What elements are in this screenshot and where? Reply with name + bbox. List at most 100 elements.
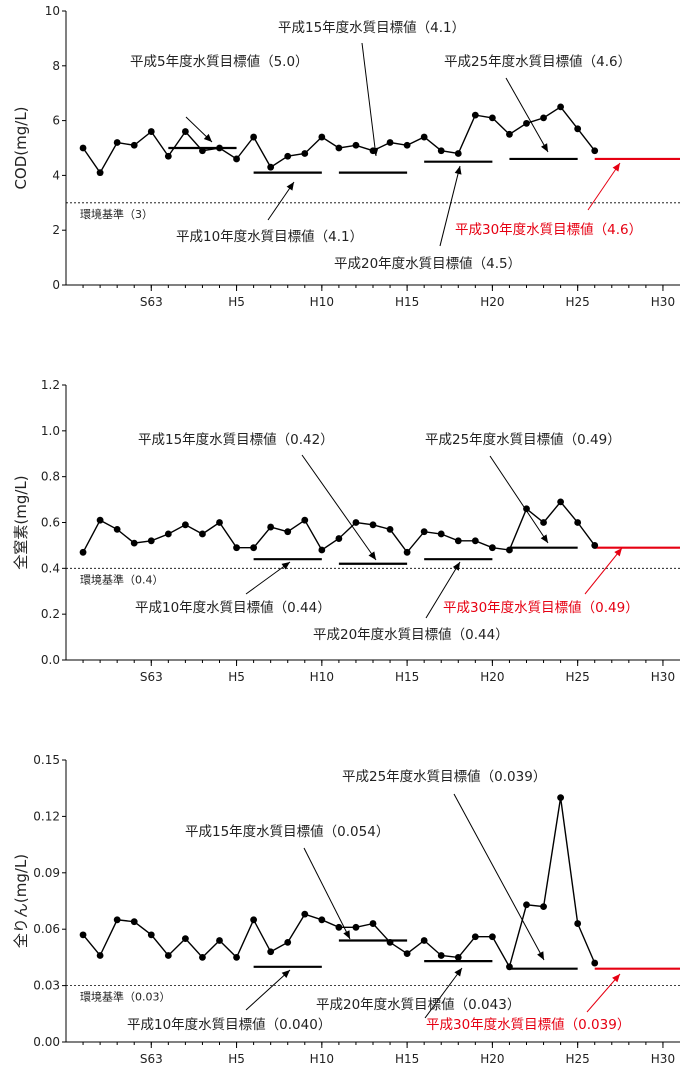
data-point <box>488 544 496 552</box>
data-point <box>437 147 445 155</box>
x-tick-label: H5 <box>228 1052 245 1066</box>
data-point <box>318 916 326 924</box>
data-point <box>454 954 462 961</box>
data-point <box>420 528 428 536</box>
x-tick-label: H10 <box>310 295 334 309</box>
data-point <box>130 539 138 547</box>
data-point <box>352 141 360 149</box>
data-point <box>506 130 513 138</box>
data-point <box>591 147 599 155</box>
data-point <box>130 918 138 926</box>
data-point <box>147 931 155 939</box>
y-tick-label: 0.15 <box>33 753 60 767</box>
arrowhead-icon <box>454 968 462 977</box>
data-point <box>574 519 582 526</box>
y-tick-label: 0.03 <box>33 979 60 993</box>
target-annotation: 平成10年度水質目標値（0.040） <box>127 1017 331 1033</box>
data-point <box>488 114 496 122</box>
arrowhead-icon <box>537 951 544 960</box>
target-annotation: 平成5年度水質目標値（5.0） <box>130 54 309 70</box>
data-point <box>352 519 360 526</box>
data-point <box>113 916 121 924</box>
y-axis-label: 全りん(mg/L) <box>12 854 30 948</box>
x-tick-label: H30 <box>651 670 675 684</box>
data-point <box>471 537 479 545</box>
target-annotation: 平成20年度水質目標値（4.5） <box>334 256 521 272</box>
data-point <box>471 111 479 119</box>
x-tick-label: H30 <box>651 1052 675 1066</box>
x-tick-label: S63 <box>140 1052 163 1066</box>
data-point <box>250 544 258 552</box>
data-point <box>335 535 343 542</box>
arrowhead-icon <box>454 166 462 175</box>
y-tick-label: 0 <box>52 278 60 292</box>
env-standard-label: 環境基準（0.4） <box>80 572 164 586</box>
y-tick-label: 6 <box>52 114 60 128</box>
target-annotation: 平成30年度水質目標値（0.039） <box>426 1017 630 1033</box>
annotation-leader <box>245 969 291 1011</box>
y-tick-label: 2 <box>52 223 60 237</box>
data-point <box>301 150 309 157</box>
arrowhead-icon <box>371 147 379 156</box>
data-point <box>437 530 445 538</box>
data-point <box>403 548 411 556</box>
data-point <box>488 933 496 941</box>
target-annotation: 平成30年度水質目標値（4.6） <box>455 222 642 238</box>
data-point <box>335 923 343 931</box>
x-tick-label: S63 <box>140 295 163 309</box>
annotation-leader <box>424 967 463 1019</box>
data-point <box>181 521 189 529</box>
data-point <box>335 144 343 152</box>
data-point <box>147 128 155 135</box>
data-point <box>267 163 275 171</box>
annotation-leader <box>489 455 549 544</box>
data-point <box>540 519 547 526</box>
data-point <box>301 516 309 524</box>
data-point <box>79 548 87 556</box>
data-point <box>250 916 258 924</box>
data-point <box>96 952 104 959</box>
data-point <box>164 530 172 538</box>
x-tick-label: H30 <box>651 295 675 309</box>
arrowhead-icon <box>286 182 294 191</box>
data-point <box>437 952 445 959</box>
x-tick-label: H15 <box>395 1052 419 1066</box>
x-tick-label: H25 <box>566 1052 590 1066</box>
arrowhead-icon <box>541 143 548 152</box>
data-point <box>130 141 138 149</box>
annotation-leader <box>303 847 351 940</box>
x-tick-label: H20 <box>480 1052 504 1066</box>
annotation-leader <box>245 561 291 595</box>
annotation-leader <box>439 165 461 247</box>
series-line <box>82 500 596 554</box>
arrowhead-icon <box>343 930 350 939</box>
chart-panel-1: 0 2 4 6 8 10 S63 H5 H10 H15 H20 H25 H30 COD(mg/L) 環境基準… <box>12 4 680 309</box>
data-point <box>574 125 582 133</box>
y-tick-label: 0.09 <box>33 866 60 880</box>
data-point <box>284 528 292 536</box>
x-tick-label: H10 <box>310 670 334 684</box>
x-tick-label: H25 <box>566 295 590 309</box>
target-annotation: 平成30年度水質目標値（0.49） <box>443 600 639 616</box>
target-annotation: 平成15年度水質目標値（0.054） <box>185 824 389 840</box>
annotation-leader <box>425 561 461 619</box>
y-tick-label: 0.6 <box>41 516 60 530</box>
data-point <box>284 152 292 160</box>
data-point <box>96 169 104 177</box>
data-point <box>403 141 411 149</box>
y-tick-label: 0.12 <box>33 809 60 823</box>
series-line <box>82 105 596 175</box>
target-annotation: 平成25年度水質目標値（0.49） <box>425 432 621 448</box>
annotation-leader <box>361 42 377 157</box>
data-point <box>284 938 292 946</box>
data-point <box>113 525 121 533</box>
target-annotation: 平成25年度水質目標値（0.039） <box>342 769 546 785</box>
data-point <box>96 516 104 524</box>
data-point <box>199 954 206 961</box>
target-annotation: 平成20年度水質目標値（0.44） <box>313 627 509 643</box>
data-point <box>540 114 547 122</box>
data-point <box>233 954 240 961</box>
data-point <box>403 950 411 958</box>
arrowhead-icon <box>203 133 212 142</box>
data-point <box>352 923 360 931</box>
